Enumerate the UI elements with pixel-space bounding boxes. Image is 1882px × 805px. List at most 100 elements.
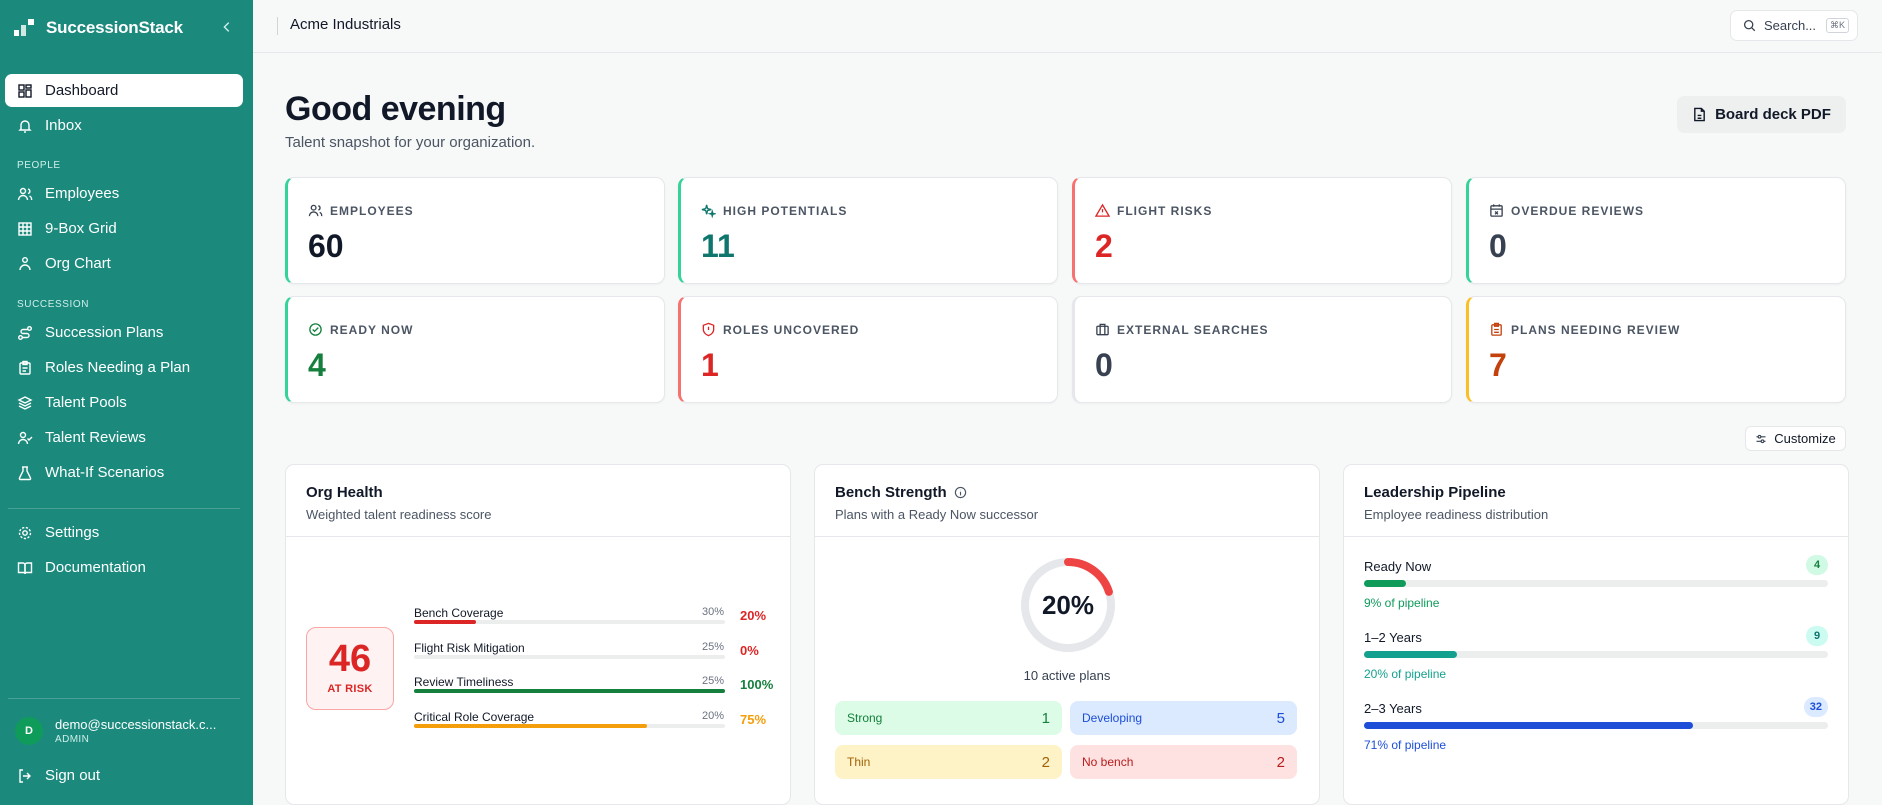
shield-alert-icon [702,322,715,337]
kpi-card-flight-risks[interactable]: FLIGHT RISKS 2 [1072,177,1452,284]
users-icon [308,204,323,217]
metric-weight: 30% [702,606,725,618]
kpi-value: 2 [1095,228,1113,264]
pipeline-fill [1364,722,1694,729]
bench-strength-panel: Bench Strength Plans with a Ready Now su… [814,464,1320,805]
sidebar-item-inbox[interactable]: Inbox [5,109,243,142]
gear-icon [18,526,32,539]
sidebar-item-talent-pools[interactable]: Talent Pools [5,386,243,419]
leadership-pipeline-panel: Leadership Pipeline Employee readiness d… [1343,464,1849,805]
sidebar-item-talent-reviews[interactable]: Talent Reviews [5,421,243,454]
topbar: Acme Industrials Search... ⌘K [253,0,1882,53]
sign-out-label: Sign out [45,767,101,784]
kpi-card-plans-needing-review[interactable]: PLANS NEEDING REVIEW 7 [1466,296,1846,403]
section-label-succession: SUCCESSION [17,299,90,310]
clipboard-icon [19,360,31,375]
brand[interactable]: SuccessionStack [14,18,183,38]
brand-name: SuccessionStack [46,18,183,37]
sign-out-button[interactable]: Sign out [5,759,243,792]
kpi-card-roles-uncovered[interactable]: ROLES UNCOVERED 1 [678,296,1058,403]
calendar-x-icon [1490,204,1503,217]
sidebar-item-label: Dashboard [45,82,119,99]
pipeline-track [1364,580,1828,587]
sidebar: SuccessionStack Dashboard Inbox PEOPLE E… [0,0,253,805]
score-value: 46 [328,638,372,680]
org-name[interactable]: Acme Industrials [290,16,401,33]
metric-track [414,724,725,728]
route-icon [18,325,32,340]
customize-button[interactable]: Customize [1745,426,1846,451]
pipeline-fill [1364,580,1406,587]
divider [8,698,240,699]
pipeline-row: 1–2 Years 9 20% of pipeline [1364,626,1828,681]
kpi-value: 0 [1095,347,1113,383]
kpi-label: EXTERNAL SEARCHES [1117,322,1269,337]
donut-arc [1021,558,1115,652]
pill-value: 1 [1041,709,1050,727]
customize-label: Customize [1774,431,1836,446]
metric-pct: 100% [740,677,774,692]
chevron-left-icon[interactable] [220,20,234,34]
sidebar-item-label: Documentation [45,559,146,576]
bench-pct: 20% [1041,589,1095,620]
metric-pct: 0% [740,643,759,658]
bench-pill-no-bench[interactable]: No bench 2 [1070,745,1297,779]
kpi-card-overdue-reviews[interactable]: OVERDUE REVIEWS 0 [1466,177,1846,284]
sidebar-item-label: Settings [45,524,100,541]
dashboard-icon [18,83,32,98]
metric-fill [414,620,477,624]
clipboard-list-icon [1491,322,1502,336]
sidebar-item-what-if-scenarios[interactable]: What-If Scenarios [5,456,243,489]
sidebar-item-succession-plans[interactable]: Succession Plans [5,316,243,349]
sidebar-item-label: Org Chart [45,255,111,272]
metric-track [414,689,725,693]
panel-subtitle: Weighted talent readiness score [306,507,492,522]
bench-pill-thin[interactable]: Thin 2 [835,745,1062,779]
panel-title: Leadership Pipeline [1364,484,1506,501]
metric-name: Review Timeliness [414,675,514,689]
kpi-card-ready-now[interactable]: READY NOW 4 [285,296,665,403]
sidebar-item-label: What-If Scenarios [45,464,165,481]
sidebar-item-documentation[interactable]: Documentation [5,551,243,584]
sidebar-item-9-box-grid[interactable]: 9-Box Grid [5,212,243,245]
metric-weight: 25% [702,641,725,653]
metric-fill [414,689,725,693]
sidebar-item-settings[interactable]: Settings [5,516,243,549]
bench-pill-developing[interactable]: Developing 5 [1070,701,1297,735]
metric-pct: 20% [740,608,767,623]
sidebar-item-label: Employees [45,185,120,202]
users-icon [17,187,33,200]
book-open-icon [17,561,33,574]
pill-value: 5 [1276,709,1285,727]
user-account[interactable]: D demo@successionstack.c... ADMIN [15,717,216,745]
sidebar-item-dashboard[interactable]: Dashboard [5,74,243,107]
avatar: D [15,717,43,745]
kpi-card-employees[interactable]: EMPLOYEES 60 [285,177,665,284]
page-title: Good evening [285,90,506,128]
sidebar-item-label: Talent Pools [45,394,127,411]
kpi-card-high-potentials[interactable]: HIGH POTENTIALS 11 [678,177,1058,284]
metric-track [414,655,725,659]
kpi-card-external-searches[interactable]: EXTERNAL SEARCHES 0 [1072,296,1452,403]
kpi-value: 1 [701,347,719,383]
metric-pct: 75% [740,712,767,727]
kpi-value: 4 [308,347,326,383]
metric-name: Flight Risk Mitigation [414,641,525,655]
board-deck-pdf-button[interactable]: Board deck PDF [1677,96,1846,133]
pipeline-row: Ready Now 4 9% of pipeline [1364,555,1828,610]
check-circle-icon [309,323,322,336]
brand-logo-icon [14,19,34,37]
sidebar-item-org-chart[interactable]: Org Chart [5,247,243,280]
pill-value: 2 [1041,753,1050,771]
pipeline-track [1364,651,1828,658]
grid-icon [18,221,32,236]
sidebar-item-employees[interactable]: Employees [5,177,243,210]
search-button[interactable]: Search... ⌘K [1730,10,1858,41]
sidebar-item-roles-needing-a-plan[interactable]: Roles Needing a Plan [5,351,243,384]
info-icon[interactable] [954,486,967,499]
user-check-icon [17,431,33,444]
bench-pill-strong[interactable]: Strong 1 [835,701,1062,735]
metric-weight: 20% [702,710,725,722]
kpi-label: READY NOW [330,322,414,337]
panel-subtitle: Plans with a Ready Now successor [835,507,1039,522]
